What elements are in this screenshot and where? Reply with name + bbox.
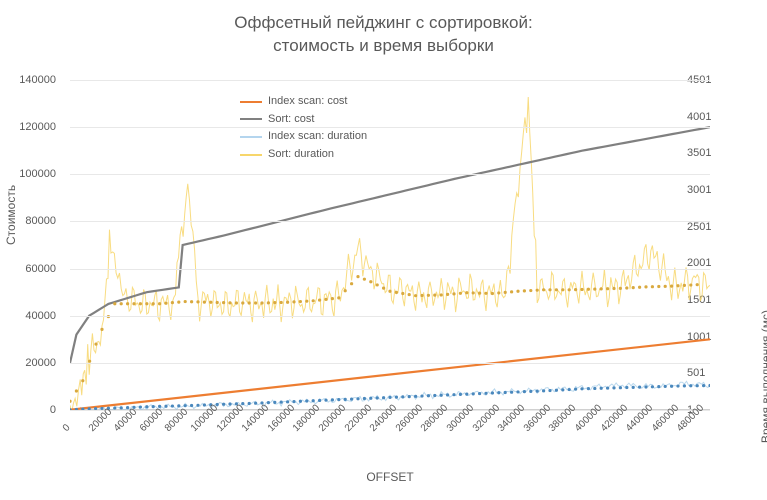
legend-item: Index scan: duration <box>240 128 367 146</box>
legend-label: Index scan: cost <box>268 93 348 111</box>
legend: Index scan: costSort: costIndex scan: du… <box>240 93 367 163</box>
title-line2: стоимость и время выборки <box>0 35 767 58</box>
series-line <box>70 127 710 363</box>
legend-swatch <box>240 101 262 103</box>
legend-label: Sort: cost <box>268 111 314 129</box>
gridline <box>70 80 710 81</box>
gridline <box>70 316 710 317</box>
series-line <box>70 339 710 409</box>
x-axis: 0200004000060000800001000001200001400001… <box>70 410 710 460</box>
y-axis-left: 020000400006000080000100000120000140000 <box>0 80 60 410</box>
y-axis-right-label: Время выполнения (мс) <box>759 310 767 443</box>
y-tick-left: 0 <box>1 404 56 416</box>
y-tick-left: 80000 <box>1 215 56 227</box>
gridline <box>70 174 710 175</box>
legend-item: Sort: duration <box>240 146 367 164</box>
series-dots <box>70 275 699 403</box>
y-tick-left: 60000 <box>1 263 56 275</box>
legend-swatch <box>240 118 262 120</box>
legend-item: Index scan: cost <box>240 93 367 111</box>
x-tick: 40000 <box>112 407 139 434</box>
x-tick: 0 <box>61 422 73 434</box>
x-axis-label: OFFSET <box>70 470 710 484</box>
legend-label: Index scan: duration <box>268 128 367 146</box>
y-tick-left: 140000 <box>1 74 56 86</box>
x-tick: 80000 <box>163 407 190 434</box>
legend-item: Sort: cost <box>240 111 367 129</box>
x-tick: 60000 <box>138 407 165 434</box>
gridline <box>70 221 710 222</box>
y-tick-left: 20000 <box>1 357 56 369</box>
title-line1: Оффсетный пейджинг с сортировкой: <box>0 12 767 35</box>
gridline <box>70 363 710 364</box>
y-tick-left: 100000 <box>1 168 56 180</box>
chart-title: Оффсетный пейджинг с сортировкой: стоимо… <box>0 0 767 58</box>
gridline <box>70 127 710 128</box>
plot-area <box>70 80 710 410</box>
y-tick-left: 40000 <box>1 310 56 322</box>
legend-label: Sort: duration <box>268 146 334 164</box>
plot-svg <box>70 80 710 410</box>
legend-swatch <box>240 154 262 156</box>
y-tick-left: 120000 <box>1 121 56 133</box>
gridline <box>70 269 710 270</box>
legend-swatch <box>240 136 262 138</box>
x-tick: 20000 <box>86 407 113 434</box>
chart-container: Оффсетный пейджинг с сортировкой: стоимо… <box>0 0 767 500</box>
